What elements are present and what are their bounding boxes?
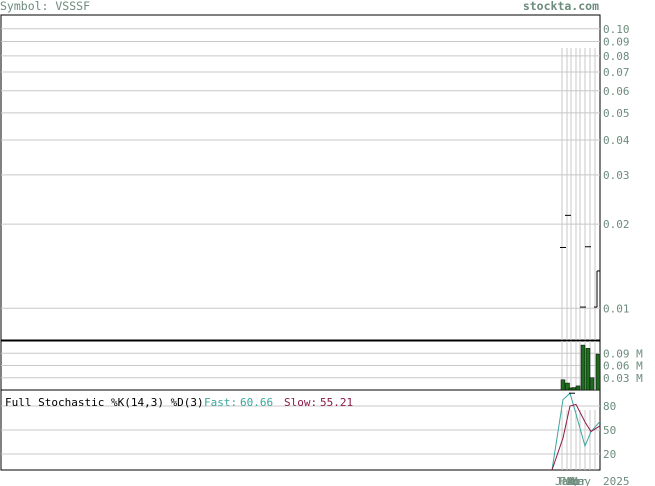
price-grid — [1, 28, 600, 309]
site-label[interactable]: stockta.com — [523, 0, 599, 13]
price-tick-label: 0.02 — [603, 218, 630, 231]
x-axis-label: Mar — [563, 475, 583, 486]
volume-bar — [565, 382, 570, 391]
slow-label: Slow: — [284, 396, 317, 409]
price-vertical-grid — [561, 48, 596, 340]
stochastic-lines — [551, 392, 601, 471]
volume-tick-label: 0.03 M — [603, 372, 643, 385]
symbol-label: Symbol: VSSSF — [0, 0, 90, 13]
stochastic-grid — [1, 405, 600, 470]
fast-label: Fast: — [204, 396, 237, 409]
fast-value: 60.66 — [240, 396, 273, 409]
price-tick-label: 0.01 — [603, 302, 630, 315]
stochastic-line — [551, 403, 601, 471]
volume-bar — [585, 348, 591, 391]
price-tick-label: 0.07 — [603, 66, 630, 79]
stochastic-title: Full Stochastic %K(14,3) %D(3) — [5, 396, 204, 409]
price-tick-label: 0.10 — [603, 23, 630, 36]
price-tick-label: 0.04 — [603, 134, 630, 147]
volume-bars — [560, 344, 601, 391]
stochastic-axis: 80 50 20 — [603, 400, 616, 461]
price-panel — [0, 14, 601, 341]
slow-value: 55.21 — [320, 396, 353, 409]
x-axis-label: May — [571, 475, 591, 486]
volume-bar — [571, 387, 577, 391]
price-bar — [594, 270, 600, 308]
x-axis-label: Apr — [567, 475, 587, 486]
price-tick-label: 0.08 — [603, 50, 630, 63]
price-tick-label: 0.05 — [603, 107, 630, 120]
volume-bar — [595, 353, 601, 391]
volume-bar — [560, 379, 566, 391]
price-bars — [560, 214, 600, 308]
price-tick-label: 0.06 — [603, 85, 630, 98]
volume-tick-label: 0.09 M — [603, 347, 643, 360]
price-tick-label: 0.09 — [603, 36, 630, 49]
x-axis-label: Jan — [555, 475, 575, 486]
volume-grid — [1, 341, 600, 390]
stochastic-tick-label: 20 — [603, 448, 616, 461]
x-axis-label: Feb — [559, 475, 579, 486]
volume-bar — [589, 377, 595, 391]
volume-bar — [575, 385, 581, 391]
price-tick-label: 0.03 — [603, 169, 630, 182]
stochastic-tick-label: 80 — [603, 400, 616, 413]
volume-tick-label: 0.06 M — [603, 360, 643, 373]
price-axis: 0.100.090.08 0.07 0.06 0.05 0.04 0.03 0.02 0.01 — [603, 23, 630, 316]
volume-axis: 0.09 M0.06 M0.03 M — [603, 347, 643, 385]
stochastic-tick-label: 50 — [603, 424, 616, 437]
volume-bar — [580, 344, 586, 391]
x-axis-label: 2025 — [603, 475, 630, 486]
